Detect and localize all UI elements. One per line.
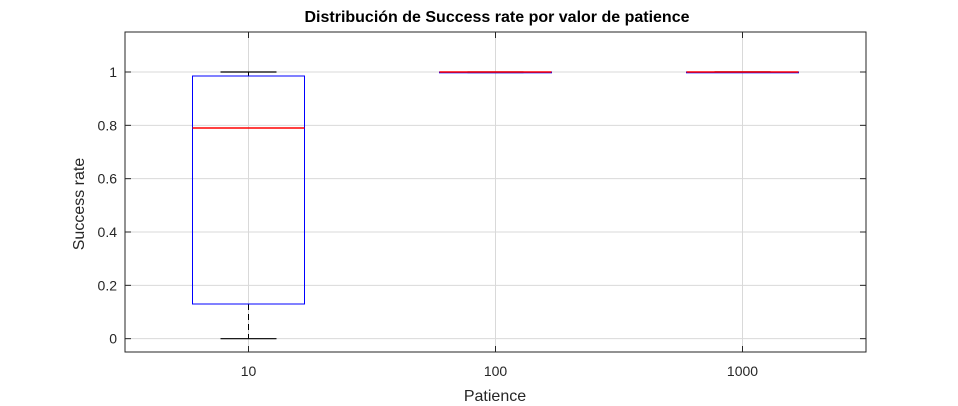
x-axis-label: Patience <box>464 388 526 405</box>
box-series <box>192 71 799 340</box>
y-tick-label: 0 <box>109 331 117 347</box>
y-axis-label: Success rate <box>71 158 88 251</box>
y-tick-label: 0.8 <box>98 117 118 133</box>
x-axis-ticks: 10 100 1000 <box>241 32 758 379</box>
iqr-box <box>192 75 305 305</box>
box-1000 <box>686 71 799 74</box>
x-tick-label: 10 <box>241 363 257 379</box>
x-tick-label: 1000 <box>727 363 758 379</box>
box-10 <box>192 71 305 340</box>
y-axis-ticks: 0 0.2 0.4 0.6 0.8 1 <box>98 64 866 347</box>
chart-title: Distribución de Success rate por valor d… <box>304 9 689 26</box>
box-100 <box>439 71 552 74</box>
y-tick-label: 0.6 <box>98 171 118 187</box>
x-tick-label: 100 <box>484 363 508 379</box>
y-tick-label: 0.4 <box>98 224 118 240</box>
y-tick-label: 1 <box>109 64 117 80</box>
y-tick-label: 0.2 <box>98 277 118 293</box>
